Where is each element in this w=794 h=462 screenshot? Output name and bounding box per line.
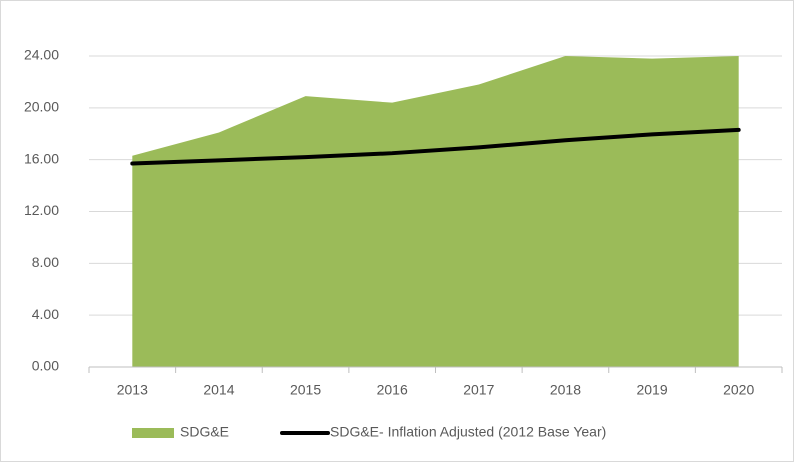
- y-tick-label: 4.00: [32, 306, 59, 322]
- y-tick-label: 0.00: [32, 358, 59, 374]
- y-tick-label: 12.00: [24, 202, 59, 218]
- area: [132, 56, 739, 367]
- y-tick-label: 16.00: [24, 150, 59, 166]
- x-tick-label: 2020: [723, 382, 754, 398]
- x-tick-label: 2016: [377, 382, 408, 398]
- x-tick-label: 2018: [550, 382, 581, 398]
- y-tick-label: 24.00: [24, 47, 59, 63]
- legend-label: SDG&E: [180, 424, 229, 440]
- y-tick-label: 20.00: [24, 99, 59, 115]
- x-tick-label: 2017: [463, 382, 494, 398]
- x-tick-label: 2015: [290, 382, 321, 398]
- x-tick-label: 2019: [636, 382, 667, 398]
- x-tick-label: 2013: [117, 382, 148, 398]
- line: [130, 127, 741, 166]
- x-tick-label: 2014: [203, 382, 234, 398]
- y-tick-label: 8.00: [32, 254, 59, 270]
- legend-swatch: [132, 428, 174, 438]
- legend-label: SDG&E- Inflation Adjusted (2012 Base Yea…: [330, 424, 606, 440]
